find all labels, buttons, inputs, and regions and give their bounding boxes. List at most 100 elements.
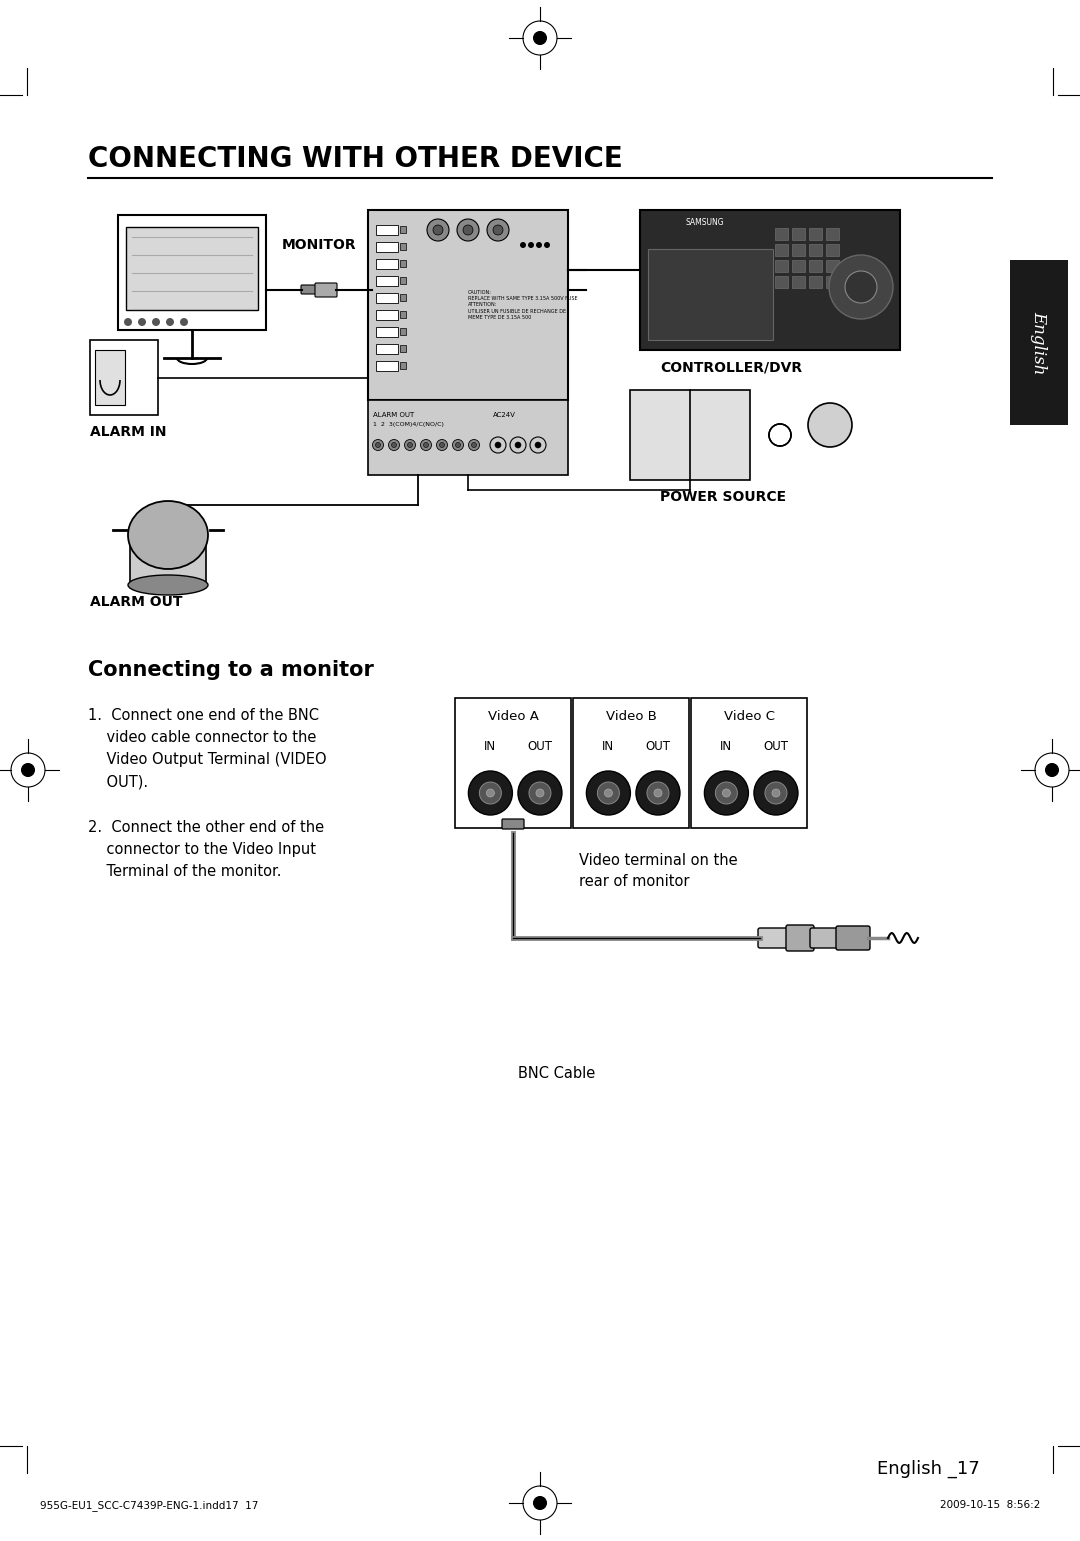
Text: Video C: Video C [724,710,774,723]
FancyBboxPatch shape [775,228,788,240]
FancyBboxPatch shape [376,293,399,304]
Text: Video A: Video A [487,710,539,723]
FancyBboxPatch shape [810,928,840,948]
FancyBboxPatch shape [809,276,822,288]
Circle shape [463,225,473,234]
Circle shape [391,442,396,447]
FancyBboxPatch shape [455,698,571,828]
Circle shape [22,763,35,777]
Circle shape [480,781,501,804]
FancyBboxPatch shape [775,276,788,288]
Circle shape [754,770,798,815]
FancyBboxPatch shape [376,225,399,234]
Circle shape [765,781,787,804]
FancyBboxPatch shape [400,243,406,250]
Text: MONITOR: MONITOR [282,237,356,253]
FancyBboxPatch shape [648,250,773,341]
FancyBboxPatch shape [809,243,822,256]
FancyBboxPatch shape [573,698,689,828]
Circle shape [420,439,432,450]
Text: Video B: Video B [606,710,657,723]
Circle shape [456,442,460,447]
Circle shape [529,781,551,804]
Circle shape [845,271,877,304]
FancyBboxPatch shape [793,228,806,240]
Circle shape [405,439,416,450]
FancyBboxPatch shape [836,926,870,949]
FancyBboxPatch shape [118,216,266,330]
Text: 1.  Connect one end of the BNC
    video cable connector to the
    Video Output: 1. Connect one end of the BNC video cabl… [87,707,326,789]
Circle shape [544,242,550,248]
Circle shape [515,442,521,448]
Circle shape [528,242,534,248]
FancyBboxPatch shape [400,362,406,368]
Ellipse shape [129,575,208,595]
Text: ALARM IN: ALARM IN [90,425,166,439]
FancyBboxPatch shape [376,344,399,354]
FancyBboxPatch shape [400,260,406,267]
Circle shape [469,439,480,450]
Text: SAMSUNG: SAMSUNG [686,217,725,227]
FancyBboxPatch shape [376,259,399,270]
Circle shape [436,439,447,450]
FancyBboxPatch shape [786,925,814,951]
FancyBboxPatch shape [376,310,399,321]
FancyBboxPatch shape [502,818,524,829]
Circle shape [535,442,541,448]
Circle shape [597,781,620,804]
FancyBboxPatch shape [758,928,789,948]
FancyBboxPatch shape [400,345,406,351]
Text: 2009-10-15  8:56:2: 2009-10-15 8:56:2 [940,1499,1040,1510]
Circle shape [772,789,780,797]
Text: IN: IN [603,740,615,754]
FancyBboxPatch shape [793,276,806,288]
Text: ALARM OUT: ALARM OUT [90,595,183,609]
FancyBboxPatch shape [315,284,337,297]
Circle shape [715,781,738,804]
FancyBboxPatch shape [400,328,406,334]
FancyBboxPatch shape [793,243,806,256]
Circle shape [469,770,512,815]
Text: IN: IN [720,740,732,754]
Text: AC24V: AC24V [492,411,516,418]
FancyBboxPatch shape [691,698,807,828]
Circle shape [654,789,662,797]
Circle shape [486,789,495,797]
FancyBboxPatch shape [1010,260,1068,425]
Circle shape [534,31,546,45]
Circle shape [124,317,132,327]
Circle shape [180,317,188,327]
Circle shape [605,789,612,797]
FancyBboxPatch shape [301,285,318,294]
FancyBboxPatch shape [376,242,399,253]
FancyBboxPatch shape [376,361,399,371]
Circle shape [457,219,480,240]
FancyBboxPatch shape [376,327,399,337]
Circle shape [829,254,893,319]
Circle shape [519,242,526,248]
FancyBboxPatch shape [376,276,399,287]
Text: English: English [1030,311,1048,374]
Circle shape [536,242,542,248]
FancyBboxPatch shape [368,401,568,475]
Circle shape [636,770,680,815]
Text: CAUTION:
REPLACE WITH SAME TYPE 3.15A 500V FUSE
ATTENTION:
UTILISER UN FUSIBLE D: CAUTION: REPLACE WITH SAME TYPE 3.15A 50… [468,290,578,321]
Text: POWER SOURCE: POWER SOURCE [660,490,786,504]
Text: OUT: OUT [527,740,553,754]
FancyBboxPatch shape [826,260,839,273]
FancyBboxPatch shape [630,390,750,479]
Text: CONNECTING WITH OTHER DEVICE: CONNECTING WITH OTHER DEVICE [87,145,623,173]
Text: IN: IN [484,740,497,754]
FancyBboxPatch shape [793,260,806,273]
Circle shape [433,225,443,234]
Circle shape [427,219,449,240]
Text: BNC Cable: BNC Cable [518,1066,595,1080]
Circle shape [704,770,748,815]
Circle shape [407,442,413,447]
FancyBboxPatch shape [809,228,822,240]
Text: OUT: OUT [764,740,788,754]
FancyBboxPatch shape [400,227,406,233]
Text: OUT: OUT [646,740,671,754]
Text: ALARM OUT: ALARM OUT [373,411,415,418]
Circle shape [647,781,669,804]
